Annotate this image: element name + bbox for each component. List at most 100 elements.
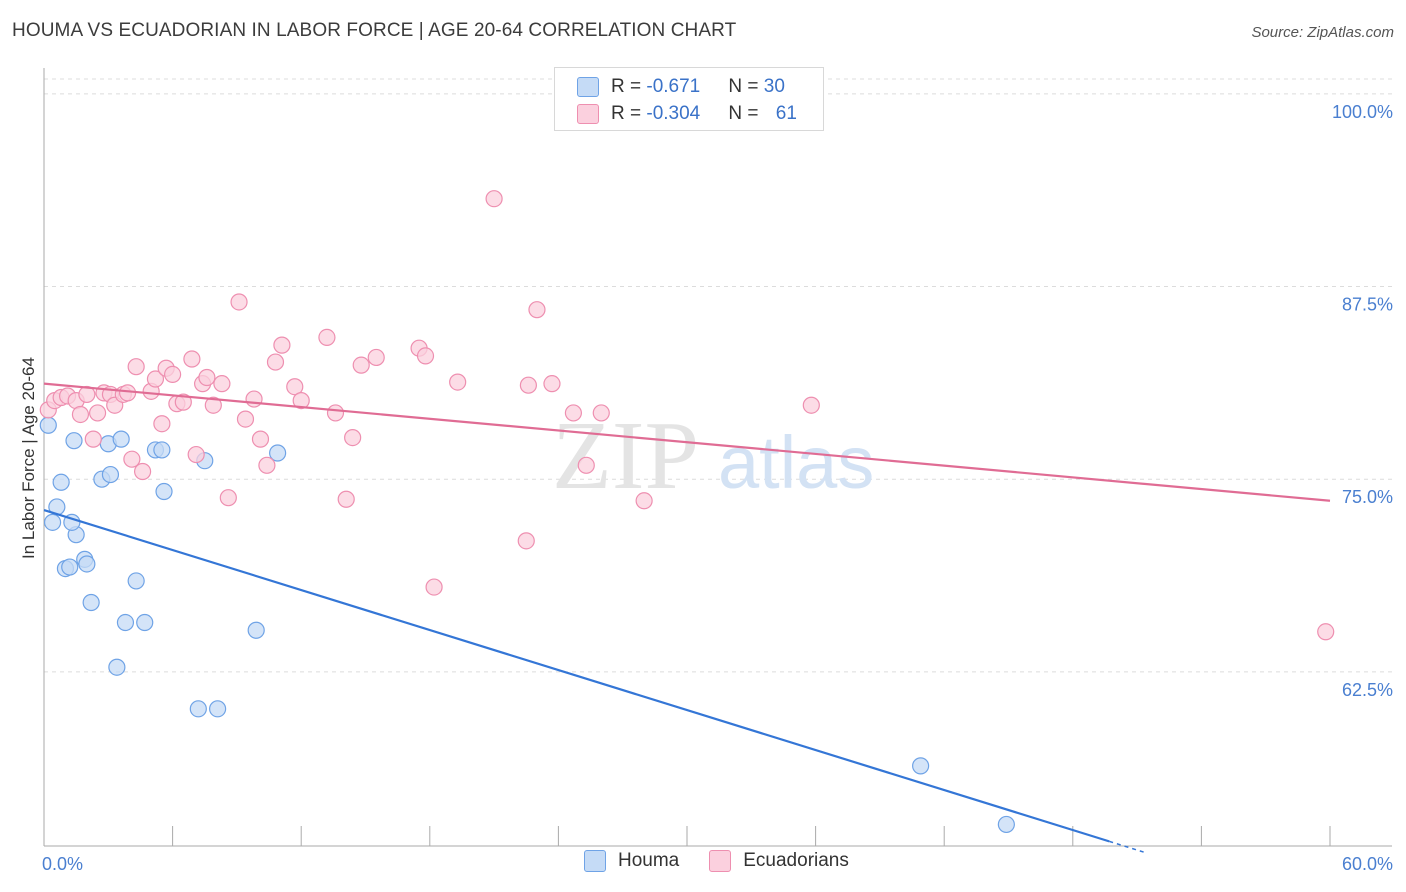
grid-lines — [44, 78, 1392, 673]
ecuadorian-point — [198, 368, 216, 387]
ecuadorian-point — [153, 415, 171, 433]
ecuadorian-point — [318, 328, 336, 347]
houma-point — [136, 613, 154, 632]
houma-trend-line — [43, 508, 1110, 843]
ecuadorian-point — [367, 348, 385, 367]
x-tick-labels: 0.0% 60.0% — [42, 854, 1393, 874]
series-swatch-houma — [584, 850, 606, 872]
legend-row-houma: R = -0.671 N = 30 — [577, 75, 785, 99]
ecuadorian-point — [183, 350, 201, 368]
legend-n-label: N = — [728, 103, 764, 124]
legend-r-value: -0.304 — [646, 103, 701, 124]
ecuadorian-point — [352, 356, 370, 374]
ecuadorian-point — [266, 353, 285, 371]
ecuadorian-point — [88, 404, 107, 422]
houma-point — [78, 555, 96, 573]
ecuadorian-point — [326, 404, 345, 422]
series-label-houma: Houma — [618, 850, 680, 871]
ecuadorian-point — [344, 428, 362, 447]
houma-point — [43, 513, 62, 531]
ecuadorian-point — [449, 373, 467, 391]
houma-point — [997, 815, 1015, 834]
ecuadorian-point — [519, 376, 537, 394]
ecuadorian-point — [528, 301, 546, 319]
legend-swatch-houma — [577, 77, 599, 97]
houma-point — [127, 572, 145, 590]
ecuadorian-point — [251, 430, 270, 448]
series-swatch-ecuadorians — [709, 850, 732, 872]
legend-n-value: 61 — [775, 103, 797, 124]
ecuadorian-point — [635, 492, 653, 510]
y-tick-label: 62.5% — [1342, 680, 1393, 700]
ecuadorian-point — [219, 489, 237, 507]
houma-point — [155, 482, 173, 501]
x-tick-label: 60.0% — [1342, 854, 1393, 874]
trend-lines — [43, 382, 1331, 854]
ecuadorian-point — [273, 336, 291, 354]
ecuadorian-point — [564, 404, 583, 422]
ecuadorian-point — [123, 450, 141, 468]
series-legend-ecuadorians[interactable]: Ecuadorians — [709, 850, 849, 872]
legend-r-label: R = — [611, 103, 647, 124]
ecuadorian-point — [245, 390, 263, 408]
houma-point — [189, 700, 207, 718]
ecuadorian-point — [84, 430, 102, 448]
y-tick-labels: 100.0% 87.5% 75.0% 62.5% — [1332, 102, 1393, 700]
ecuadorian-point — [258, 456, 276, 474]
ecuadorian-point — [485, 190, 503, 208]
houma-point — [153, 441, 171, 459]
ecuadorian-point — [174, 393, 192, 411]
ecuadorian-point — [187, 445, 205, 464]
houma-point — [101, 465, 120, 484]
houma-point — [82, 593, 100, 612]
ecuadorian-point — [118, 384, 137, 402]
ecuadorian-point — [146, 370, 165, 388]
legend-row-ecuadorians: R = -0.304 N = 61 — [577, 102, 797, 126]
source-credit: Source: ZipAtlas.com — [1251, 24, 1394, 41]
ecuadorian-point — [577, 456, 595, 474]
houma-point — [209, 700, 227, 718]
watermark-atlas: atlas — [718, 421, 874, 504]
y-tick-label: 75.0% — [1342, 487, 1393, 507]
legend-n-value: 30 — [763, 76, 785, 97]
ecuadorian-point — [78, 385, 96, 404]
ecuadorian-point — [517, 532, 535, 550]
y-tick-label: 100.0% — [1332, 102, 1393, 122]
ecuadorian-point — [230, 293, 248, 311]
ecuadorian-point — [802, 396, 820, 414]
legend-n-label: N = — [728, 76, 764, 97]
ecuadorian-point — [543, 375, 561, 393]
series-legend-houma[interactable]: Houma — [584, 850, 679, 872]
ecuadorian-point — [286, 378, 304, 396]
axes — [43, 68, 1392, 847]
houma-point — [269, 444, 287, 462]
houma-point — [247, 621, 265, 639]
houma-point — [108, 658, 126, 676]
chart-title: HOUMA VS ECUADORIAN IN LABOR FORCE | AGE… — [12, 20, 737, 41]
houma-point — [912, 757, 930, 775]
houma-point — [52, 473, 70, 491]
ecuadorian-point — [1317, 623, 1335, 641]
series-legend: Houma Ecuadorians — [584, 850, 879, 872]
legend-swatch-ecuadorians — [577, 104, 599, 124]
houma-trend-extension — [1109, 840, 1146, 854]
ecuadorian-trend-line — [43, 382, 1331, 502]
ecuadorian-point — [425, 578, 443, 596]
ecuadorian-point — [416, 347, 435, 365]
x-tick-label: 0.0% — [42, 854, 83, 874]
ecuadorian-point — [127, 358, 145, 376]
houma-point — [39, 416, 57, 434]
houma-point — [61, 558, 79, 576]
ecuadorian-point — [204, 396, 222, 414]
ecuadorian-point — [133, 462, 152, 481]
houma-point — [116, 613, 135, 632]
ecuadorian-point — [213, 375, 231, 393]
ecuadorian-point — [292, 392, 310, 410]
legend-r-value: -0.671 — [646, 76, 701, 97]
ecuadorian-point — [592, 404, 610, 422]
ecuadorian-point — [236, 410, 255, 428]
ecuadorian-point — [337, 490, 355, 508]
y-tick-label: 87.5% — [1342, 295, 1393, 315]
y-axis-label: In Labor Force | Age 20-64 — [19, 357, 38, 559]
